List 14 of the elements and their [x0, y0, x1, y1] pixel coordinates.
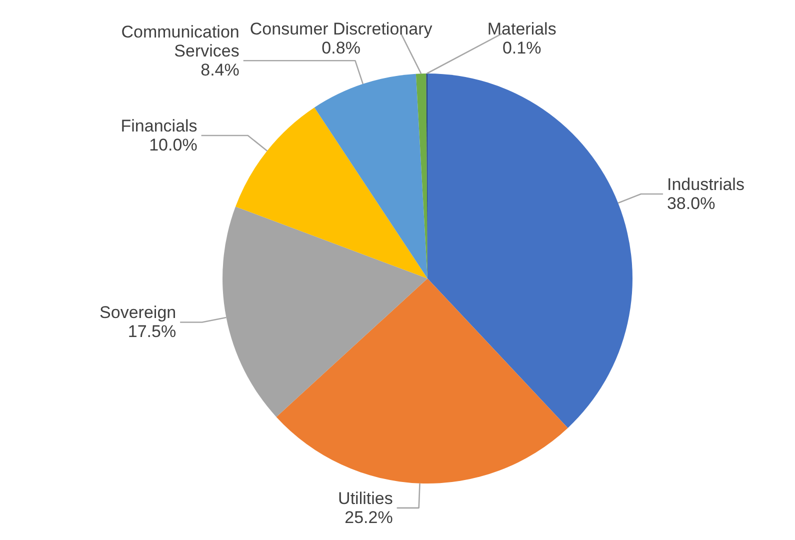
slice-label: Utilities: [338, 488, 393, 508]
data-label: 38.0%: [666, 194, 716, 213]
slice-label: Consumer Discretionary: [250, 20, 433, 39]
data-label: 25.2%: [344, 508, 393, 527]
data-label: 10.0%: [149, 136, 198, 155]
slice-label: Industrials: [666, 174, 744, 194]
data-label: 17.5%: [128, 322, 176, 342]
slice-label: Materials: [487, 20, 556, 39]
data-label: 0.8%: [322, 38, 360, 58]
data-label: 8.4%: [200, 60, 240, 80]
data-label: 0.1%: [502, 38, 542, 58]
slice-label: Sovereign: [100, 303, 176, 322]
slice-label: Financials: [120, 116, 198, 136]
slice-label: Communication Services: [121, 22, 240, 61]
